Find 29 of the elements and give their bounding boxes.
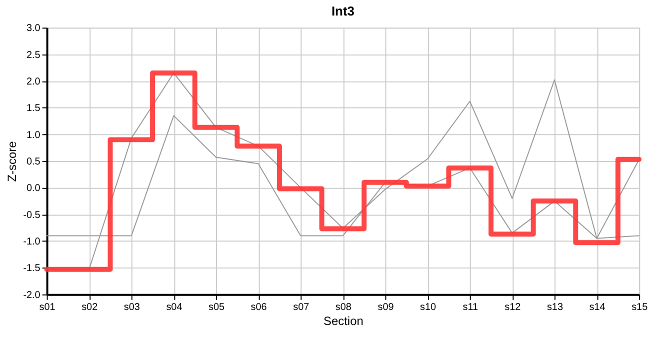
x-tick-label: s02 xyxy=(82,302,98,313)
x-tick-label: s14 xyxy=(589,302,606,313)
x-tick-label: s05 xyxy=(208,302,225,313)
x-axis-title: Section xyxy=(324,314,364,328)
y-tick-label: 1.0 xyxy=(26,130,41,141)
y-tick-label: -0.5 xyxy=(23,210,41,221)
chart-title: Int3 xyxy=(331,4,354,19)
y-tick-label: 2.5 xyxy=(26,50,41,61)
x-tick-label: s06 xyxy=(250,302,268,313)
x-tick-label: s03 xyxy=(124,302,140,313)
x-tick-label: s08 xyxy=(335,302,352,313)
y-tick-label: 1.5 xyxy=(26,103,41,114)
x-tick-label: s01 xyxy=(39,302,56,313)
y-tick-label: -1.0 xyxy=(23,236,41,248)
x-tick-label: s09 xyxy=(378,302,394,313)
y-tick-label: 3.0 xyxy=(26,23,41,34)
x-tick-label: s15 xyxy=(632,302,648,313)
y-tick-label: 0.0 xyxy=(26,183,41,194)
x-tick-label: s13 xyxy=(546,302,564,313)
y-tick-label: 2.0 xyxy=(26,76,41,88)
y-tick-label: 0.5 xyxy=(26,156,41,168)
x-tick-label: s07 xyxy=(293,302,310,313)
y-tick-label: -1.5 xyxy=(23,263,41,274)
y-axis-title: Z-score xyxy=(5,140,20,182)
x-tick-label: s04 xyxy=(166,302,183,313)
x-tick-label: s11 xyxy=(462,302,478,313)
x-tick-label: s10 xyxy=(420,302,437,313)
y-tick-label: -2.0 xyxy=(23,290,41,301)
x-tick-label: s12 xyxy=(504,302,522,313)
